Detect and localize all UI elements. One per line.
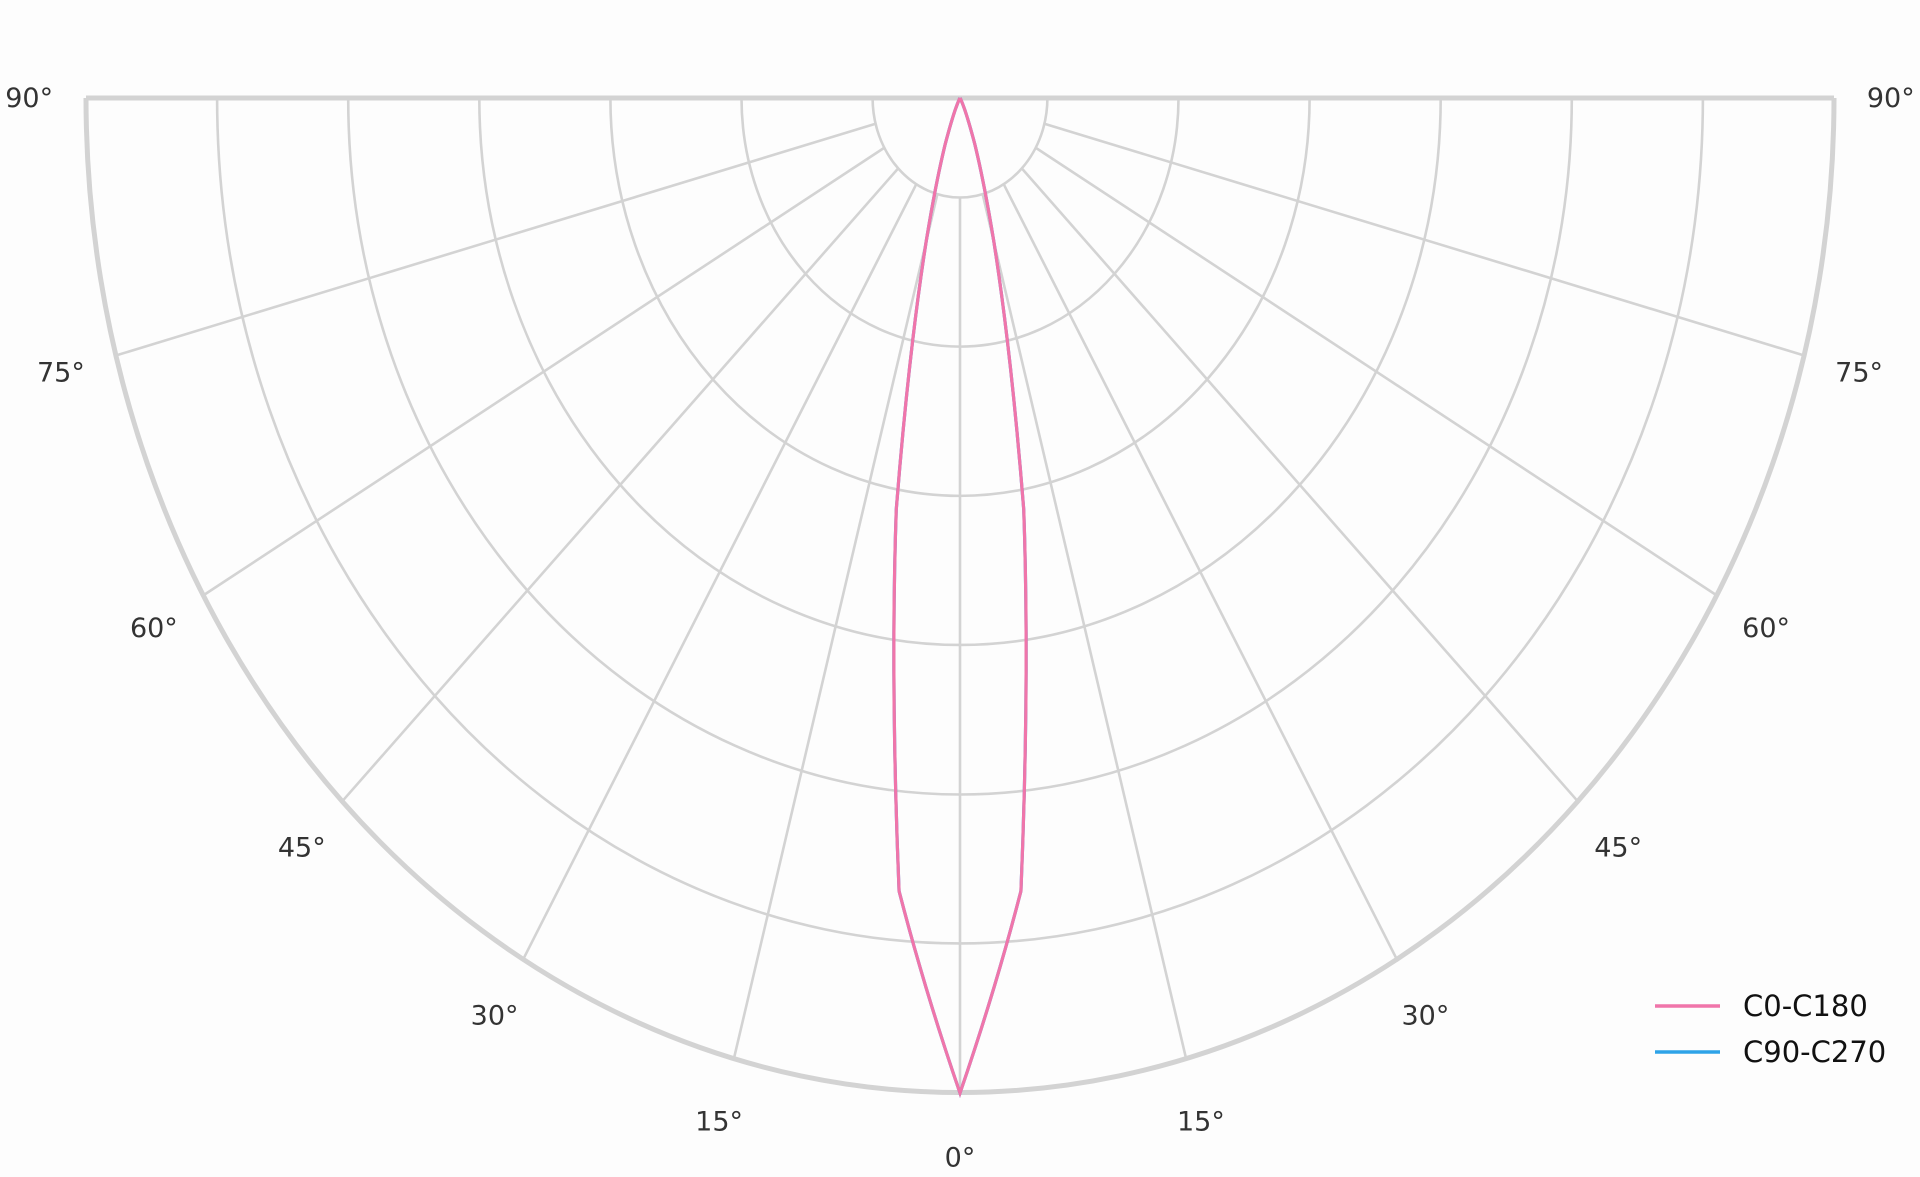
- legend-label: C90-C270: [1743, 1035, 1886, 1069]
- grid-spoke: [1034, 146, 1718, 597]
- grid-spoke: [1020, 167, 1579, 803]
- angle-tick-label: 90°: [1867, 83, 1915, 114]
- polar-grid: [83, 95, 1837, 1096]
- angle-tick-label: 60°: [130, 613, 178, 644]
- legend-label: C0-C180: [1743, 989, 1868, 1023]
- angle-tick-label: 15°: [1177, 1107, 1225, 1138]
- grid-spoke: [115, 122, 876, 357]
- grid-spoke: [1044, 122, 1805, 357]
- series-line-c0-c180: [892, 97, 1028, 1098]
- grid-spoke: [202, 146, 886, 597]
- angle-tick-label: 45°: [1594, 832, 1642, 863]
- angle-tick-label: 45°: [278, 832, 326, 863]
- series-layer: [892, 97, 1028, 1098]
- grid-spoke: [732, 193, 939, 1060]
- angle-tick-label: 15°: [695, 1107, 743, 1138]
- angle-tick-label: 75°: [37, 357, 85, 388]
- grid-spoke: [981, 193, 1188, 1060]
- legend: C0-C180 C90-C270: [1655, 989, 1886, 1069]
- grid-ring: [871, 97, 1049, 199]
- angle-labels: 0° 15° 30° 45° 60° 75° 90° 15° 30° 45° 60° 75° 90°: [5, 83, 1914, 1174]
- angle-tick-label: 90°: [5, 83, 53, 114]
- angle-tick-label: 75°: [1835, 357, 1883, 388]
- grid-spoke: [521, 183, 918, 961]
- angle-tick-label: 0°: [945, 1143, 976, 1174]
- grid-spoke: [341, 167, 900, 803]
- angle-tick-label: 60°: [1742, 613, 1790, 644]
- grid-spoke: [1002, 183, 1399, 961]
- angle-tick-label: 30°: [1401, 1001, 1449, 1032]
- angle-tick-label: 30°: [471, 1001, 519, 1032]
